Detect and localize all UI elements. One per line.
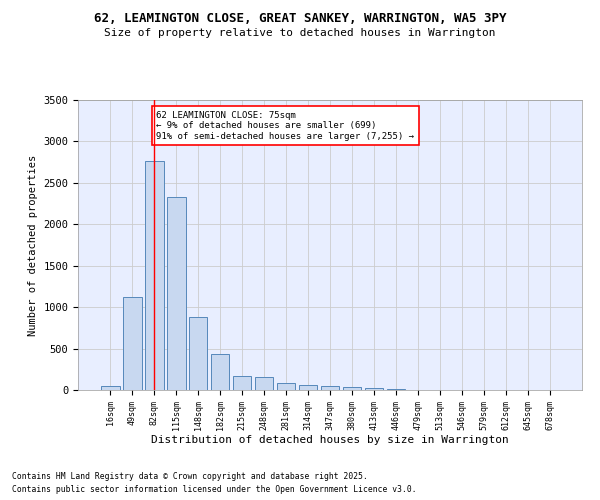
- Y-axis label: Number of detached properties: Number of detached properties: [28, 154, 38, 336]
- Bar: [101, 386, 119, 390]
- Bar: [365, 388, 383, 390]
- Bar: [255, 376, 274, 390]
- Text: 62, LEAMINGTON CLOSE, GREAT SANKEY, WARRINGTON, WA5 3PY: 62, LEAMINGTON CLOSE, GREAT SANKEY, WARR…: [94, 12, 506, 26]
- Bar: [320, 386, 340, 390]
- Bar: [189, 317, 208, 390]
- Text: Size of property relative to detached houses in Warrington: Size of property relative to detached ho…: [104, 28, 496, 38]
- Bar: [123, 297, 142, 390]
- Bar: [343, 387, 361, 390]
- Bar: [211, 354, 229, 390]
- Bar: [277, 383, 295, 390]
- X-axis label: Distribution of detached houses by size in Warrington: Distribution of detached houses by size …: [151, 436, 509, 446]
- Text: Contains public sector information licensed under the Open Government Licence v3: Contains public sector information licen…: [12, 484, 416, 494]
- Bar: [233, 376, 251, 390]
- Bar: [145, 162, 164, 390]
- Text: Contains HM Land Registry data © Crown copyright and database right 2025.: Contains HM Land Registry data © Crown c…: [12, 472, 368, 481]
- Text: 62 LEAMINGTON CLOSE: 75sqm
← 9% of detached houses are smaller (699)
91% of semi: 62 LEAMINGTON CLOSE: 75sqm ← 9% of detac…: [157, 111, 415, 140]
- Bar: [299, 385, 317, 390]
- Bar: [167, 197, 185, 390]
